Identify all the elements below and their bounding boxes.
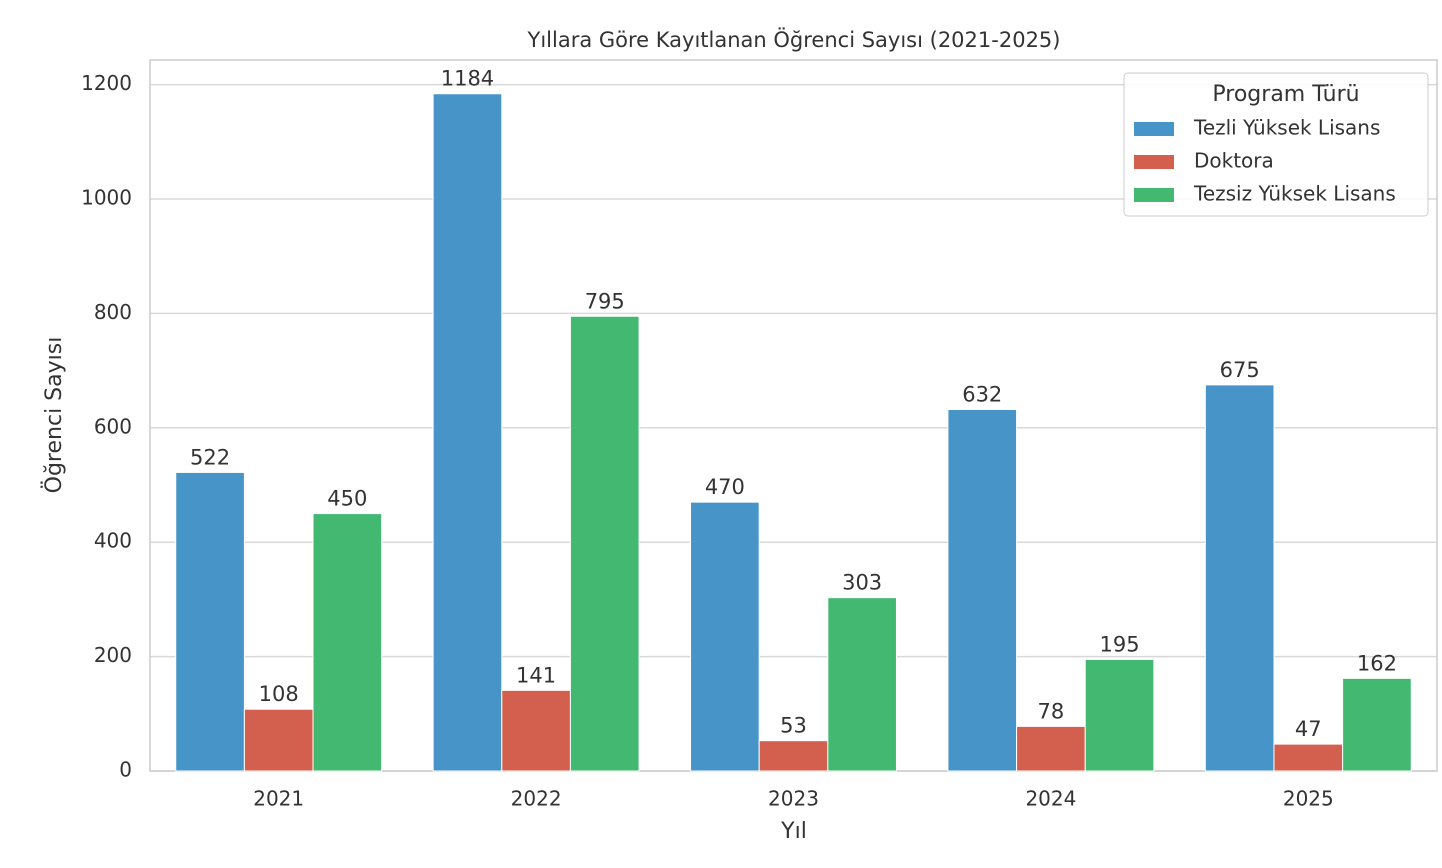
y-tick-label: 200 [94, 643, 132, 667]
data-label: 47 [1295, 717, 1322, 741]
y-tick-label: 0 [119, 758, 132, 782]
data-label: 675 [1220, 358, 1260, 382]
bar [569, 315, 640, 772]
bar [758, 740, 829, 772]
x-tick-label: 2022 [511, 787, 562, 811]
legend-title: Program Türü [1212, 82, 1359, 107]
bar [827, 597, 897, 772]
legend-swatch [1134, 155, 1174, 169]
legend-swatch [1134, 188, 1174, 202]
y-axis-label: Öğrenci Sayısı [41, 337, 67, 494]
data-label: 632 [962, 382, 1002, 406]
bar [947, 408, 1018, 772]
bar [432, 93, 503, 772]
bar [1273, 743, 1344, 772]
x-tick-label: 2025 [1283, 787, 1334, 811]
bar [1204, 384, 1275, 772]
data-label: 141 [516, 663, 556, 687]
x-tick-label: 2023 [768, 787, 819, 811]
data-label: 195 [1099, 632, 1139, 656]
data-label: 1184 [441, 67, 494, 91]
bar [501, 689, 571, 772]
legend-box [1123, 72, 1429, 217]
bar [1084, 658, 1155, 772]
data-label: 162 [1357, 651, 1397, 675]
chart-title: Yıllara Göre Kayıtlanan Öğrenci Sayısı (… [527, 27, 1061, 52]
bar [1016, 725, 1086, 772]
x-axis-label: Yıl [780, 819, 807, 844]
data-label: 53 [780, 714, 807, 738]
data-label: 78 [1038, 699, 1065, 723]
bar [175, 471, 245, 772]
legend-label: Tezsiz Yüksek Lisans [1193, 182, 1396, 206]
data-label: 795 [585, 289, 625, 313]
bar [1342, 677, 1412, 772]
bar [690, 501, 760, 772]
bar [312, 513, 383, 772]
data-label: 108 [259, 682, 299, 706]
x-tick-label: 2024 [1025, 787, 1076, 811]
y-tick-label: 800 [94, 300, 132, 324]
data-label: 522 [190, 445, 230, 469]
legend-swatch [1134, 122, 1174, 136]
bar [243, 708, 314, 772]
legend-label: Tezli Yüksek Lisans [1193, 116, 1380, 140]
y-tick-label: 600 [94, 414, 132, 438]
y-tick-label: 400 [94, 529, 132, 553]
data-label: 303 [842, 571, 882, 595]
data-label: 470 [705, 475, 745, 499]
legend-label: Doktora [1194, 149, 1274, 173]
x-tick-label: 2021 [253, 787, 304, 811]
data-label: 450 [327, 487, 367, 511]
y-tick-label: 1000 [81, 185, 132, 209]
y-tick-label: 1200 [81, 71, 132, 95]
